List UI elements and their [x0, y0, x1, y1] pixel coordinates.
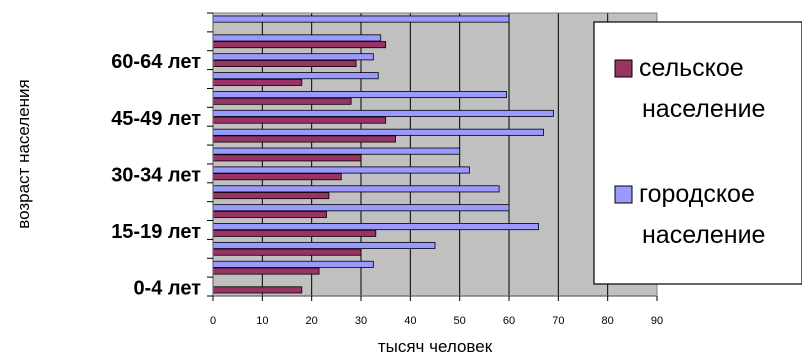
bar-rural [212, 41, 387, 49]
bar-urban [212, 34, 382, 42]
bar-urban [212, 53, 374, 61]
x-tick-label: 50 [454, 315, 466, 327]
x-tick-label: 80 [602, 315, 614, 327]
x-tick-label: 0 [210, 315, 216, 327]
bar-rural [212, 116, 387, 124]
bar-urban [212, 185, 500, 193]
legend-label: сельское [639, 54, 744, 82]
bar-rural [212, 154, 362, 162]
bar-rural [212, 173, 342, 181]
bar-urban [212, 147, 461, 155]
y-axis-ticks: 0-4 лет 15-19 лет 30-34 лет 45-49 лет 60-64 … [111, 51, 201, 299]
bar-urban [212, 241, 436, 249]
bar-urban [212, 223, 540, 231]
bar-urban [212, 15, 510, 23]
y-axis-label: возраст населения [14, 79, 33, 229]
bar-rural [212, 286, 303, 294]
bar-urban [212, 72, 379, 80]
bar-urban [212, 166, 470, 174]
bar-urban [212, 109, 554, 117]
x-axis-ticks: 0 10 20 30 40 50 60 70 80 90 [210, 296, 663, 327]
legend-label: городское [639, 180, 755, 208]
bar-urban [212, 260, 374, 268]
bar-urban [212, 204, 510, 212]
x-tick-label: 30 [355, 315, 367, 327]
x-tick-label: 90 [651, 315, 663, 327]
bar-urban [212, 91, 507, 99]
bar-rural [212, 97, 352, 105]
legend-swatch [614, 185, 633, 204]
legend-label: население [642, 95, 765, 123]
x-tick-label: 10 [256, 315, 268, 327]
x-tick-label: 40 [404, 315, 416, 327]
legend-swatch [614, 59, 633, 78]
bar-rural [212, 192, 330, 200]
bar-rural [212, 267, 320, 275]
x-tick-label: 70 [552, 315, 564, 327]
bar-rural [212, 135, 396, 143]
x-axis-label: тысяч человек [378, 337, 493, 356]
bar-rural [212, 210, 327, 218]
legend-label: население [642, 221, 765, 249]
y-tick-label: 15-19 лет [111, 221, 201, 243]
x-tick-label: 60 [503, 315, 515, 327]
y-tick-label: 60-64 лет [111, 51, 201, 73]
bar-rural [212, 248, 362, 256]
y-tick-label: 0-4 лет [133, 278, 201, 300]
bar-rural [212, 78, 303, 86]
y-tick-label: 45-49 лет [111, 108, 201, 130]
bar-rural [212, 60, 357, 68]
bars [212, 15, 554, 294]
legend: сельское население городское население [593, 21, 802, 285]
bar-rural [212, 229, 377, 237]
x-tick-label: 20 [306, 315, 318, 327]
y-tick-label: 30-34 лет [111, 164, 201, 186]
bar-urban [212, 128, 544, 136]
